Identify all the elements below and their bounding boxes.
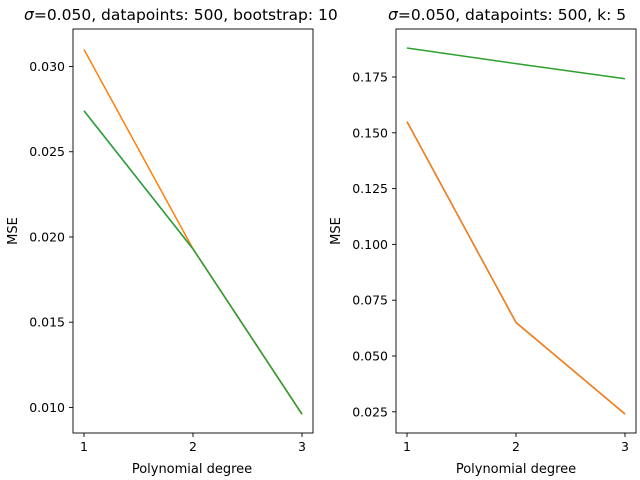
left-series-line-0	[83, 110, 303, 415]
right-ytick-label: 0.150	[352, 125, 388, 140]
left-xtick-label: 3	[298, 439, 306, 454]
right-axes-frame	[395, 28, 637, 434]
left-ylabel: MSE	[6, 217, 21, 245]
right-series-line-0	[406, 121, 626, 415]
right-xtick-label: 2	[512, 439, 520, 454]
left-title-symbol: σ	[24, 6, 35, 24]
right-series-line-1	[406, 121, 626, 415]
right-xtick-label: 1	[403, 439, 411, 454]
left-panel: σ=0.050, datapoints: 500, bootstrap: 10 …	[6, 6, 338, 477]
right-title-symbol: σ	[388, 6, 399, 24]
right-title: σ=0.050, datapoints: 500, k: 5	[388, 6, 626, 24]
right-xlabel: Polynomial degree	[456, 462, 576, 477]
right-ytick-label: 0.175	[352, 69, 388, 84]
left-title-text: =0.050, datapoints: 500, bootstrap: 10	[34, 6, 338, 24]
left-title: σ=0.050, datapoints: 500, bootstrap: 10	[24, 6, 338, 24]
right-series-line-2	[406, 47, 626, 80]
right-ytick-label: 0.075	[352, 293, 388, 308]
right-xtick-label: 3	[621, 439, 629, 454]
left-xtick-label: 2	[189, 439, 197, 454]
right-title-text: =0.050, datapoints: 500, k: 5	[398, 6, 626, 24]
right-ytick-label: 0.050	[352, 348, 388, 363]
left-series-line-2	[83, 110, 303, 415]
left-ytick-label: 0.025	[29, 144, 65, 159]
right-ylabel: MSE	[329, 217, 344, 245]
right-panel: σ=0.050, datapoints: 500, k: 5 Polynomia…	[329, 6, 637, 477]
right-ytick-label: 0.125	[352, 181, 388, 196]
left-xlabel: Polynomial degree	[132, 462, 252, 477]
left-xtick-label: 1	[80, 439, 88, 454]
left-ytick-label: 0.020	[29, 229, 65, 244]
left-axes-frame	[72, 28, 314, 434]
right-ytick-label: 0.100	[352, 237, 388, 252]
left-ytick-label: 0.010	[29, 400, 65, 415]
right-ytick-label: 0.025	[352, 404, 388, 419]
left-ytick-label: 0.030	[29, 59, 65, 74]
left-series-line-1	[83, 49, 303, 415]
left-ytick-label: 0.015	[29, 315, 65, 330]
